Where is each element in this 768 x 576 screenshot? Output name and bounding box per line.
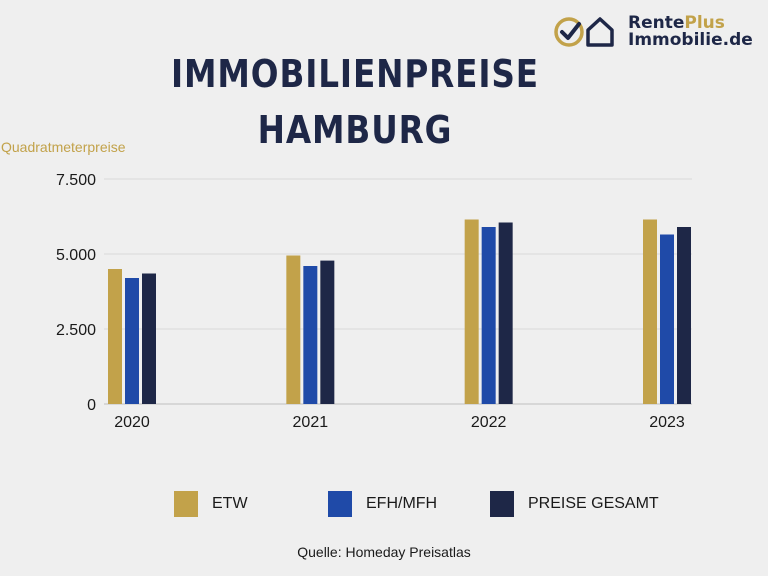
legend-label-etw: ETW — [212, 495, 248, 512]
y-tick-label: 7.500 — [56, 172, 96, 189]
logo-text-plus: Plus — [684, 13, 725, 33]
legend-item-gesamt: PREISE GESAMT — [490, 490, 659, 518]
bar-preise-gesamt-2022 — [498, 222, 513, 404]
x-tick-label: 2022 — [471, 414, 507, 431]
bar-etw-2022 — [464, 219, 479, 404]
bar-efh-mfh-2023 — [660, 234, 674, 404]
bar-efh-mfh-2020 — [125, 278, 139, 404]
source-note: Quelle: Homeday Preisatlas — [297, 544, 471, 560]
logo-wordmark: RentePlus Immobilie.de — [628, 15, 753, 49]
bar-efh-mfh-2022 — [481, 227, 496, 404]
chart-title-line-1: IMMOBILIENPREISE — [171, 52, 539, 96]
legend-swatch-etw — [174, 491, 198, 517]
bar-etw-2021 — [286, 255, 301, 404]
y-axis-label: Quadratmeterpreise — [1, 139, 126, 155]
bar-preise-gesamt-2021 — [320, 260, 335, 404]
check-house-icon — [554, 17, 614, 47]
bar-etw-2020 — [108, 269, 122, 404]
bar-preise-gesamt-2020 — [142, 273, 156, 404]
legend-item-etw: ETW — [174, 490, 248, 518]
x-tick-label: 2021 — [293, 414, 329, 431]
y-tick-label: 5.000 — [56, 247, 96, 264]
bar-preise-gesamt-2023 — [677, 227, 691, 404]
y-tick-label: 0 — [87, 397, 96, 414]
legend-swatch-efh — [328, 491, 352, 517]
legend-swatch-gesamt — [490, 491, 514, 517]
chart-title: IMMOBILIENPREISE HAMBURG — [136, 46, 575, 158]
x-tick-label: 2023 — [649, 414, 685, 431]
legend-label-efh: EFH/MFH — [366, 495, 438, 512]
chart-title-line-2: HAMBURG — [257, 108, 453, 152]
y-tick-label: 2.500 — [56, 322, 96, 339]
logo-text-domain: Immobilie.de — [628, 30, 753, 50]
legend-item-efh: EFH/MFH — [328, 490, 437, 518]
bar-efh-mfh-2021 — [303, 266, 318, 404]
legend-label-gesamt: PREISE GESAMT — [528, 495, 659, 512]
bar-etw-2023 — [643, 219, 657, 404]
bar-chart: 0 2.500 5.000 7.500 2020 2021 2022 2023 — [56, 172, 692, 431]
brand-logo: RentePlus Immobilie.de — [552, 14, 753, 54]
logo-text-rente: Rente — [628, 13, 685, 33]
x-tick-label: 2020 — [114, 414, 150, 431]
legend: ETW EFH/MFH PREISE GESAMT — [0, 490, 768, 520]
